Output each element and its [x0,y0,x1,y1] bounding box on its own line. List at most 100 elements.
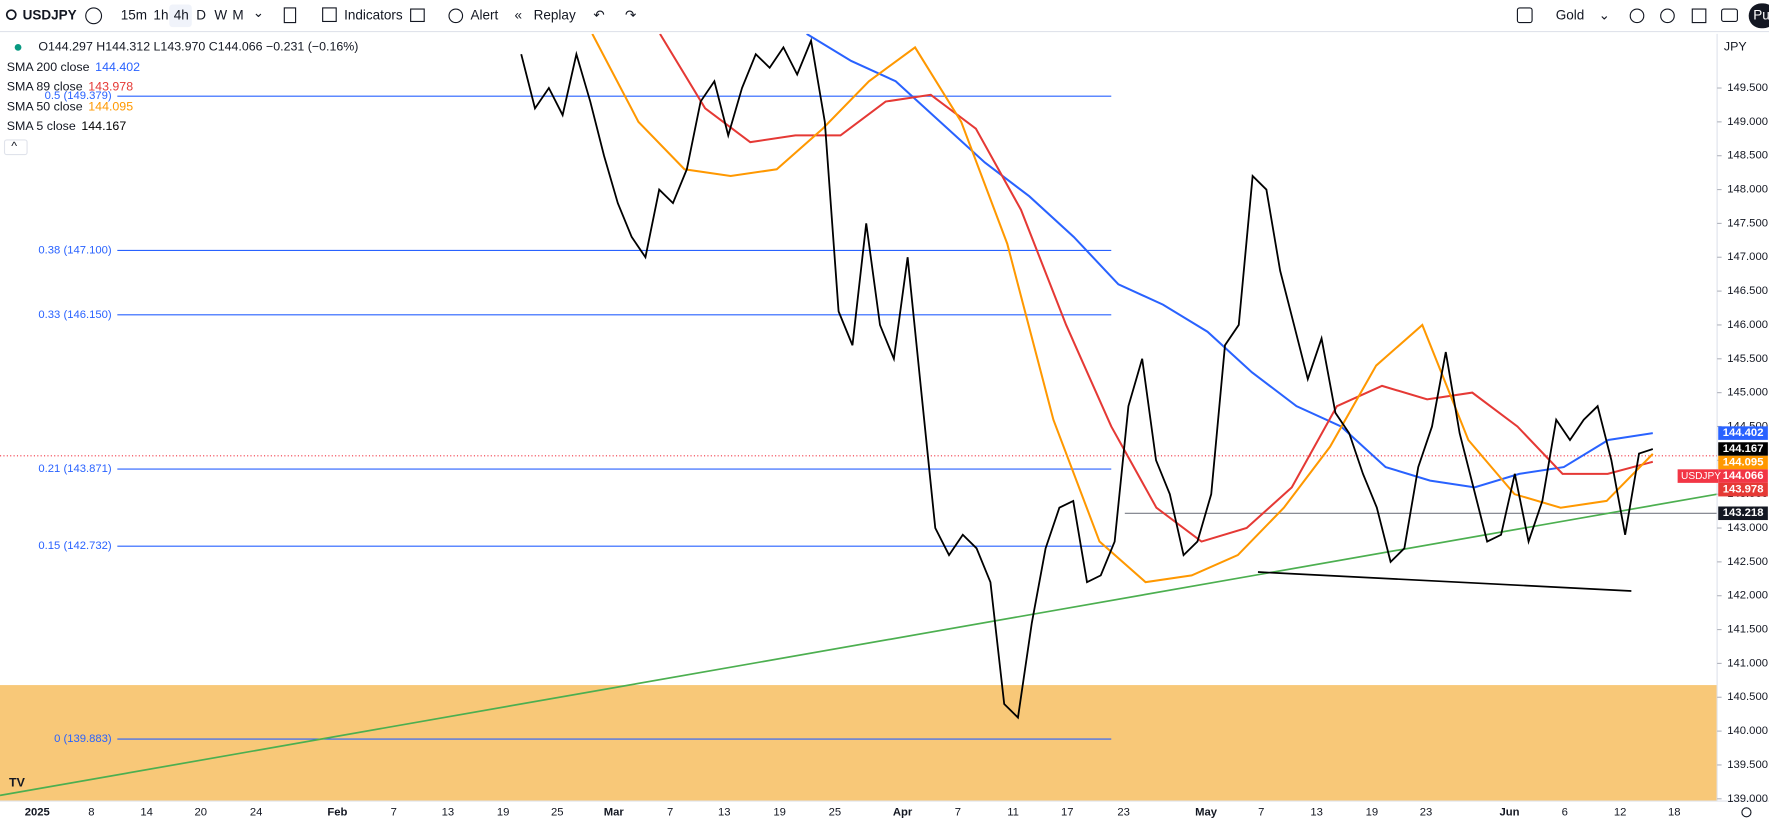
price-badge-label: 144.066 [1723,470,1764,482]
y-tick-label: 142.500 [1727,556,1768,568]
y-tick-label: 142.000 [1727,590,1768,602]
settings-button[interactable] [1660,8,1675,24]
indicator-value: 144.167 [81,119,126,133]
layouts-button[interactable] [410,8,425,23]
indicators-icon[interactable] [322,7,337,23]
settings-icon-1[interactable] [1629,8,1645,24]
replay-button[interactable]: Replay [534,7,576,22]
x-tick-label: 19 [497,806,510,818]
indicator-value: 144.095 [88,99,133,113]
interval-button[interactable]: D [196,7,206,22]
symbol-tag-bg [1677,469,1719,483]
trendline [1257,571,1632,592]
indicator-value: 143.978 [88,80,133,94]
y-tick-label: 149.500 [1727,82,1768,94]
indicator-value: 144.402 [95,60,140,74]
toolbar-bg [0,0,1769,32]
x-tick-label: 13 [1310,806,1323,818]
fib-label: 0.5 (149.379) [45,90,112,102]
x-tick-label: 24 [250,806,263,818]
sma-line [520,37,1654,720]
account-label[interactable]: Pu [1753,7,1769,22]
price-badge [1718,426,1768,440]
indicator-name[interactable]: SMA 200 close [7,60,90,74]
fib-label: 0.15 (142.732) [38,540,112,552]
toolbar: USDJPY 15m 1h 4h D W M ⌄ Indicators Alert Repl… [0,0,1769,33]
x-tick-label: 14 [140,806,153,818]
y-tick-label: 140.000 [1727,725,1768,737]
x-tick-label: 23 [1117,806,1130,818]
layout-button[interactable] [1516,7,1533,24]
fib-label: 0.21 (143.871) [38,463,112,475]
price-badge [1718,482,1768,497]
x-tick-label: 7 [391,806,397,818]
x-tick-label: 7 [667,806,673,818]
y-tick-label: 143.000 [1727,522,1768,534]
interval-dropdown[interactable]: ⌄ [253,5,264,20]
sma-line [659,33,1654,543]
axis-layer: 139.000 139.500 140.000 140.500 141.000 141.5… [25,82,1768,818]
interval-button[interactable]: 1h [153,7,168,22]
y-tick-label: 148.000 [1727,184,1768,196]
collapse-legend-button[interactable] [3,139,28,156]
fib-label: 0.38 (147.100) [38,244,112,256]
y-tick-label: 147.000 [1727,251,1768,263]
account-button[interactable] [1748,3,1769,29]
interval-button[interactable]: 4h [174,7,189,22]
y-tick-label: 139.500 [1727,759,1768,771]
y-tick-label: 146.500 [1727,285,1768,297]
interval-button[interactable]: W [214,7,227,22]
price-badge [1718,455,1768,470]
theme-dropdown[interactable]: ⌄ [1599,7,1610,22]
symbol[interactable]: USDJPY [23,7,77,22]
interval-button[interactable]: 15m [121,7,147,22]
replay-icon[interactable]: « [514,7,522,22]
x-tick-label: 13 [718,806,731,818]
currency-label[interactable]: JPY [1724,40,1747,54]
price-badge [1718,506,1768,521]
y-tick-label: 147.500 [1727,217,1768,229]
plot-layer: 0.5 (149.379) 0.38 (147.100) 0.33 (146.150… [0,33,1718,797]
price-badge-label: 144.167 [1723,443,1764,455]
undo-button[interactable]: ↶ [593,7,605,22]
x-tick-label: May [1195,806,1218,818]
alert-button[interactable]: Alert [470,7,498,22]
axis-settings-button[interactable] [1741,807,1752,818]
chart-type-button[interactable] [283,7,297,24]
x-tick-label: 18 [1668,806,1681,818]
symbol-tag: USDJPY [1681,471,1721,482]
fullscreen-button[interactable] [1691,8,1707,24]
x-tick-label: 7 [955,806,961,818]
x-tick-label: 20 [195,806,208,818]
x-tick-label: Apr [893,806,913,818]
search-icon[interactable] [5,9,17,21]
theme-selector[interactable]: Gold [1556,7,1585,22]
x-tick-label: 8 [88,806,94,818]
compare-button[interactable] [85,7,103,25]
logo: TV [9,775,26,789]
active-interval-bg [169,4,192,28]
collapse-icon[interactable]: ^ [11,139,17,153]
x-tick-label: 23 [1420,806,1433,818]
ohlc-legend: O144.297 H144.312 L143.970 C144.066 −0.2… [38,40,358,54]
x-tick-label: 13 [442,806,455,818]
y-tick-label: 141.500 [1727,624,1768,636]
alert-icon[interactable] [448,8,464,24]
indicator-name[interactable]: SMA 5 close [7,119,76,133]
redo-button[interactable]: ↷ [625,7,637,22]
fib-label: 0.33 (146.150) [38,309,112,321]
indicators-button[interactable]: Indicators [344,7,403,22]
status-dot [14,44,22,51]
x-tick-label: 17 [1061,806,1074,818]
price-badge [1718,442,1768,456]
price-badge-label: 144.095 [1723,457,1764,469]
y-tick-label: 145.000 [1727,387,1768,399]
screenshot-button[interactable] [1721,8,1738,23]
x-tick-label: 19 [1366,806,1379,818]
indicator-name[interactable]: SMA 50 close [7,99,83,113]
y-tick-label: 139.000 [1727,793,1768,805]
x-tick-label: 2025 [25,806,50,818]
indicator-name[interactable]: SMA 89 close [7,80,83,94]
interval-button[interactable]: M [232,7,243,22]
